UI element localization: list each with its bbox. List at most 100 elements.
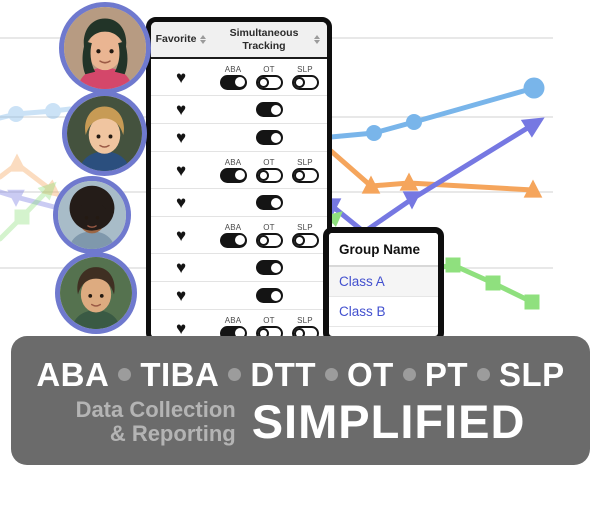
tracking-toggle[interactable] xyxy=(255,130,283,145)
favorite-cell: ♥ xyxy=(151,194,211,211)
column-header-favorite[interactable]: Favorite xyxy=(151,22,211,57)
ot-toggle-group: OT xyxy=(255,222,283,248)
group-name-header: Group Name xyxy=(329,233,438,267)
toggle-knob xyxy=(293,234,305,246)
group-link-class-a[interactable]: Class A xyxy=(339,274,385,289)
subtitle-line-1: Data Collection xyxy=(75,396,236,422)
series-orange-progress xyxy=(328,148,543,198)
student-row: ♥ xyxy=(151,254,327,282)
toggle-knob xyxy=(269,131,282,144)
column-header-simultaneous-tracking[interactable]: Simultaneous Tracking xyxy=(211,22,327,57)
slp-toggle-group: SLP xyxy=(291,157,319,183)
favorite-cell: ♥ xyxy=(151,287,211,304)
banner-bottom: Data Collection & Reporting SIMPLIFIED xyxy=(75,395,526,448)
sort-icon xyxy=(314,35,320,44)
student-avatar-1[interactable] xyxy=(59,2,151,94)
group-row: Class A xyxy=(329,267,438,297)
student-avatar-3[interactable] xyxy=(53,176,131,254)
aba-toggle[interactable] xyxy=(219,232,247,248)
ot-toggle-label: OT xyxy=(263,222,275,232)
tracking-header-label: Simultaneous Tracking xyxy=(229,27,299,52)
tracking-toggle[interactable] xyxy=(255,102,283,117)
toggle-knob xyxy=(269,196,282,209)
data-point xyxy=(45,103,61,119)
avatar-face xyxy=(60,257,132,329)
tracking-cell: ABA OT SLP xyxy=(211,315,327,338)
ot-toggle-group: OT xyxy=(255,316,283,338)
ot-toggle[interactable] xyxy=(255,232,283,248)
tracking-toggle-group xyxy=(255,260,283,275)
slp-toggle-label: SLP xyxy=(297,222,313,232)
aba-toggle-group: ABA xyxy=(219,157,247,183)
favorite-heart-button[interactable]: ♥ xyxy=(175,286,187,305)
favorite-heart-button[interactable]: ♥ xyxy=(175,318,187,338)
table-header-row: Favorite Simultaneous Tracking xyxy=(151,22,327,59)
favorite-cell: ♥ xyxy=(151,101,211,118)
group-name-panel: Group Name Class A Class B xyxy=(323,227,444,342)
aba-toggle-group: ABA xyxy=(219,315,247,338)
tracking-toggle-group xyxy=(255,195,283,210)
tracking-toggle[interactable] xyxy=(255,260,283,275)
ot-toggle-label: OT xyxy=(263,64,275,74)
slp-toggle-label: SLP xyxy=(297,157,313,167)
favorite-heart-button[interactable]: ♥ xyxy=(175,160,187,180)
favorite-heart-button[interactable]: ♥ xyxy=(175,193,187,212)
tracking-toggle-group xyxy=(255,288,283,303)
student-avatar-4[interactable] xyxy=(55,252,137,334)
favorite-heart-button[interactable]: ♥ xyxy=(175,67,187,87)
toggle-knob xyxy=(233,76,246,88)
aba-toggle[interactable] xyxy=(219,74,247,90)
aba-toggle[interactable] xyxy=(219,167,247,183)
ot-toggle[interactable] xyxy=(255,74,283,90)
slp-toggle[interactable] xyxy=(291,167,319,183)
aba-toggle-group: ABA xyxy=(219,64,247,90)
banner-subtitle: Data Collection & Reporting xyxy=(75,396,236,446)
favorite-heart-button[interactable]: ♥ xyxy=(175,100,187,119)
aba-toggle-label: ABA xyxy=(224,64,242,74)
service-name-tiba: TIBA xyxy=(140,355,220,393)
services-banner: ABA TIBA DTT OT PT SLP Data Collection & Repo… xyxy=(11,336,590,465)
aba-toggle-label: ABA xyxy=(224,315,242,325)
table-body: ♥ ABA OT SLP ♥ ♥ ♥ ABA OT SLP ♥ ♥ ABA OT SLP ♥ ♥ ♥ ABA OT SL… xyxy=(151,59,327,338)
simultaneous-tracking-table: Favorite Simultaneous Tracking ♥ ABA OT SLP… xyxy=(146,17,332,343)
sort-icon xyxy=(200,35,207,44)
student-row: ♥ xyxy=(151,282,327,310)
toggle-knob xyxy=(269,261,282,274)
slp-toggle[interactable] xyxy=(291,74,319,90)
tracking-cell xyxy=(211,130,327,145)
favorite-heart-button[interactable]: ♥ xyxy=(175,128,187,147)
aba-toggle-label: ABA xyxy=(224,157,242,167)
ot-toggle[interactable] xyxy=(255,325,283,338)
subtitle-line-2: & Reporting xyxy=(109,420,236,446)
series-green-faded xyxy=(0,181,57,242)
toggle-knob xyxy=(233,327,246,338)
data-point xyxy=(485,275,501,291)
line-end-arrow xyxy=(41,179,62,198)
favorite-heart-button[interactable]: ♥ xyxy=(175,225,187,245)
ot-toggle[interactable] xyxy=(255,167,283,183)
service-name-ot: OT xyxy=(346,355,394,393)
tracking-toggle[interactable] xyxy=(255,288,283,303)
slp-toggle[interactable] xyxy=(291,232,319,248)
favorite-heart-button[interactable]: ♥ xyxy=(175,258,187,277)
favorite-cell: ♥ xyxy=(151,227,211,244)
service-list: ABA TIBA DTT OT PT SLP xyxy=(36,356,564,394)
ot-toggle-label: OT xyxy=(263,157,275,167)
tracking-cell: ABA OT SLP xyxy=(211,223,327,248)
banner-headline: SIMPLIFIED xyxy=(251,395,526,448)
group-link-class-b[interactable]: Class B xyxy=(339,304,386,319)
series-purple-faded xyxy=(0,189,61,211)
group-list: Class A Class B xyxy=(329,267,438,327)
aba-toggle[interactable] xyxy=(219,325,247,338)
tracking-toggle[interactable] xyxy=(255,195,283,210)
tracking-toggle-group xyxy=(255,102,283,117)
slp-toggle-group: SLP xyxy=(291,222,319,248)
avatar-face xyxy=(58,181,126,249)
tracking-cell xyxy=(211,102,327,117)
student-avatar-2[interactable] xyxy=(62,91,147,176)
student-row: ♥ ABA OT SLP xyxy=(151,217,327,254)
avatar-face xyxy=(67,96,142,171)
service-name-dtt: DTT xyxy=(250,355,316,393)
data-point xyxy=(399,172,419,191)
